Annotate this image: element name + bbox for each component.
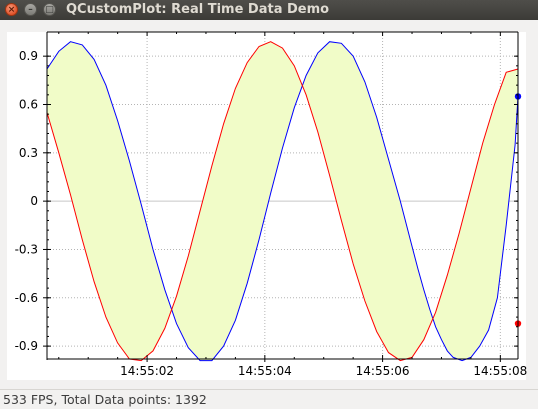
x-tick-label: 14:55:02 (120, 364, 174, 378)
window-titlebar[interactable]: × – □ QCustomPlot: Real Time Data Demo (0, 0, 538, 20)
y-tick-label: -0.6 (15, 291, 38, 305)
close-icon: × (7, 5, 16, 15)
y-tick-label: 0.3 (19, 146, 38, 160)
plot-widget[interactable]: 0.9 0.6 0.3 0 -0.3 -0.6 -0.9 14:55:02 14… (0, 20, 538, 389)
series-line-blue (46, 41, 519, 362)
x-tick-label: 14:55:08 (473, 364, 527, 378)
series-line-red (46, 41, 519, 362)
status-text: 533 FPS, Total Data points: 1392 (3, 392, 207, 407)
x-tick-label: 14:55:04 (238, 364, 292, 378)
series-layer (46, 41, 522, 362)
x-tick-label: 14:55:06 (356, 364, 410, 378)
y-tick-label: -0.3 (15, 242, 38, 256)
status-bar: 533 FPS, Total Data points: 1392 (0, 389, 538, 409)
maximize-icon: □ (45, 5, 54, 15)
axes (43, 31, 519, 362)
realtime-plot[interactable]: 0.9 0.6 0.3 0 -0.3 -0.6 -0.9 14:55:02 14… (0, 20, 538, 389)
minimize-icon: – (28, 5, 33, 15)
window-title: QCustomPlot: Real Time Data Demo (66, 2, 330, 17)
y-tick-label: 0.9 (19, 49, 38, 63)
y-tick-labels: 0.9 0.6 0.3 0 -0.3 -0.6 -0.9 (15, 49, 38, 353)
maximize-button[interactable]: □ (43, 3, 56, 16)
minimize-button[interactable]: – (24, 3, 37, 16)
y-tick-label: 0 (30, 194, 38, 208)
y-tick-label: 0.6 (19, 97, 38, 111)
x-tick-labels: 14:55:02 14:55:04 14:55:06 14:55:08 (120, 364, 527, 378)
y-tick-label: -0.9 (15, 339, 38, 353)
close-button[interactable]: × (5, 3, 18, 16)
series-fill-area (47, 41, 518, 361)
